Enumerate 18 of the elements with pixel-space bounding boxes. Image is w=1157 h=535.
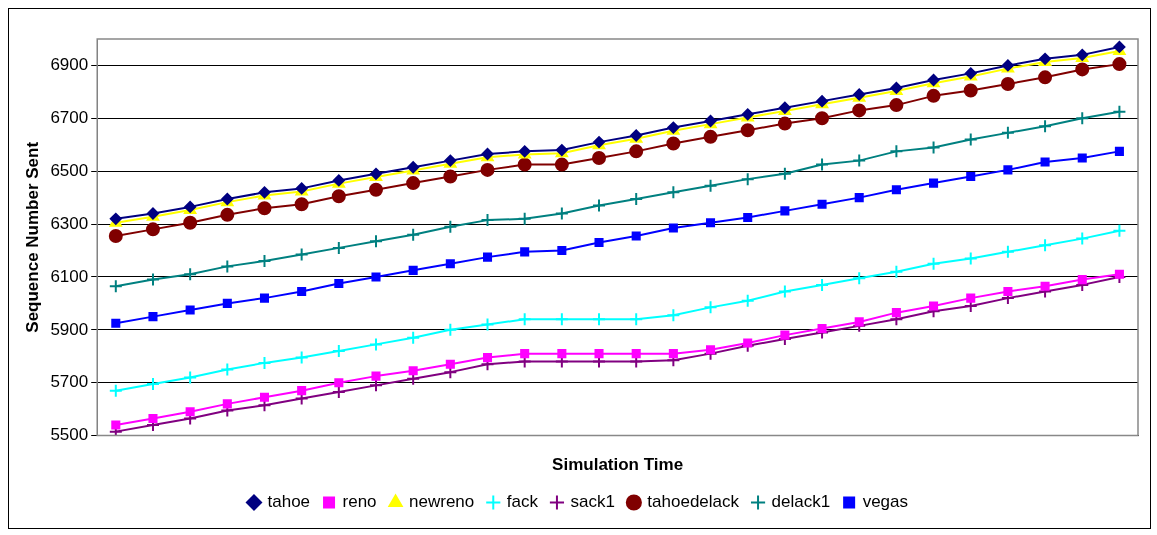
y-tick-label: 6900	[50, 55, 89, 75]
y-tick-label: 6100	[50, 266, 89, 286]
y-tick-label: 6700	[50, 108, 89, 128]
y-tick-label: 5900	[50, 319, 89, 339]
legend-label: delack1	[771, 492, 831, 512]
legend-label: tahoedelack	[647, 492, 740, 512]
y-tick-label: 5500	[50, 425, 89, 445]
y-tick-label: 5700	[50, 372, 89, 392]
legend-label: vegas	[862, 492, 909, 512]
x-axis-title: Simulation Time	[552, 455, 684, 475]
legend-label: newreno	[409, 492, 475, 512]
legend-label: sack1	[570, 492, 615, 512]
y-tick-label: 6500	[50, 160, 89, 180]
y-axis-title: Sequence Number Sent	[22, 141, 42, 333]
legend-label: fack	[506, 492, 539, 512]
legend-label: tahoe	[267, 492, 311, 512]
legend-label: reno	[342, 492, 377, 512]
y-tick-label: 6300	[50, 213, 89, 233]
